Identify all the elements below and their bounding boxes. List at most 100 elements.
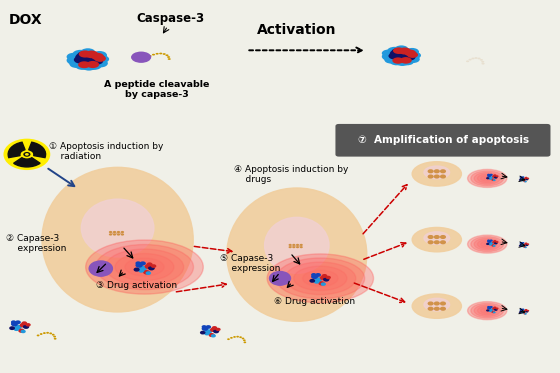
- Circle shape: [119, 233, 122, 234]
- Circle shape: [320, 276, 327, 280]
- Ellipse shape: [474, 172, 500, 184]
- Circle shape: [521, 245, 524, 247]
- Circle shape: [82, 52, 95, 59]
- Ellipse shape: [424, 298, 450, 311]
- Circle shape: [67, 53, 81, 61]
- Circle shape: [204, 332, 210, 335]
- Circle shape: [200, 331, 206, 335]
- Ellipse shape: [471, 171, 503, 186]
- Circle shape: [525, 177, 528, 179]
- Circle shape: [143, 270, 150, 275]
- Circle shape: [309, 279, 315, 283]
- Ellipse shape: [115, 254, 174, 280]
- Circle shape: [491, 244, 495, 247]
- Circle shape: [156, 53, 158, 54]
- Ellipse shape: [468, 302, 507, 320]
- Ellipse shape: [474, 305, 500, 317]
- Circle shape: [53, 336, 56, 338]
- Circle shape: [525, 311, 529, 313]
- Circle shape: [408, 52, 421, 59]
- Circle shape: [405, 51, 417, 57]
- Circle shape: [489, 242, 493, 245]
- Circle shape: [92, 51, 107, 59]
- Circle shape: [440, 235, 446, 239]
- Circle shape: [75, 53, 91, 62]
- Circle shape: [492, 175, 496, 178]
- Ellipse shape: [484, 309, 491, 312]
- Circle shape: [136, 261, 141, 265]
- Circle shape: [321, 274, 328, 278]
- Circle shape: [396, 55, 410, 63]
- Circle shape: [434, 235, 440, 239]
- Circle shape: [23, 325, 29, 329]
- Circle shape: [496, 175, 498, 177]
- Ellipse shape: [484, 243, 491, 246]
- Circle shape: [79, 50, 91, 57]
- Circle shape: [524, 313, 527, 315]
- Circle shape: [208, 333, 215, 337]
- Ellipse shape: [474, 238, 500, 250]
- Ellipse shape: [96, 245, 194, 289]
- Circle shape: [315, 273, 321, 277]
- Circle shape: [9, 326, 15, 330]
- Circle shape: [69, 54, 87, 64]
- Circle shape: [519, 179, 522, 181]
- Circle shape: [520, 177, 523, 179]
- Circle shape: [144, 264, 152, 269]
- Circle shape: [210, 327, 217, 332]
- Circle shape: [116, 231, 120, 233]
- Ellipse shape: [227, 188, 367, 322]
- Circle shape: [205, 329, 212, 334]
- Ellipse shape: [480, 308, 494, 314]
- Circle shape: [487, 306, 490, 308]
- Ellipse shape: [471, 303, 503, 318]
- Text: ⑥ Drug activation: ⑥ Drug activation: [274, 297, 356, 306]
- Circle shape: [113, 233, 116, 236]
- Circle shape: [525, 178, 529, 181]
- Circle shape: [291, 245, 293, 247]
- Circle shape: [520, 309, 523, 311]
- Circle shape: [482, 63, 484, 65]
- Circle shape: [74, 56, 88, 64]
- Circle shape: [487, 307, 491, 310]
- Circle shape: [492, 307, 496, 310]
- Text: ② Capase-3
    expression: ② Capase-3 expression: [6, 234, 66, 253]
- Circle shape: [472, 57, 474, 59]
- Text: ④ Apoptosis induction by
    drugs: ④ Apoptosis induction by drugs: [234, 165, 348, 184]
- Circle shape: [489, 239, 493, 242]
- Circle shape: [46, 332, 49, 334]
- Circle shape: [216, 328, 221, 331]
- Circle shape: [524, 310, 527, 312]
- Circle shape: [94, 55, 106, 62]
- Text: A peptide cleavable
by capase-3: A peptide cleavable by capase-3: [104, 80, 209, 99]
- Circle shape: [393, 54, 406, 61]
- Circle shape: [136, 263, 143, 268]
- Circle shape: [525, 309, 528, 311]
- Circle shape: [87, 62, 102, 70]
- Circle shape: [244, 341, 246, 343]
- Circle shape: [92, 54, 105, 62]
- Circle shape: [493, 307, 497, 309]
- Circle shape: [24, 152, 30, 157]
- Circle shape: [14, 325, 22, 330]
- Circle shape: [522, 176, 524, 178]
- Circle shape: [111, 233, 114, 234]
- Ellipse shape: [42, 167, 193, 312]
- Circle shape: [523, 180, 526, 182]
- Circle shape: [481, 61, 484, 63]
- Circle shape: [37, 335, 39, 336]
- FancyBboxPatch shape: [335, 124, 550, 157]
- Circle shape: [428, 307, 433, 311]
- Circle shape: [493, 245, 496, 247]
- Circle shape: [295, 245, 297, 247]
- Circle shape: [474, 57, 478, 59]
- Circle shape: [434, 169, 440, 173]
- Circle shape: [85, 50, 99, 58]
- Circle shape: [202, 325, 207, 329]
- Circle shape: [400, 49, 413, 56]
- Circle shape: [202, 326, 208, 331]
- Circle shape: [428, 301, 433, 305]
- Circle shape: [314, 277, 322, 282]
- Circle shape: [384, 56, 398, 63]
- Circle shape: [404, 54, 416, 60]
